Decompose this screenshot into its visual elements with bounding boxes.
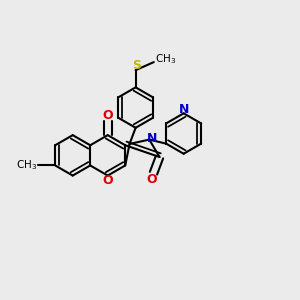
Text: CH$_3$: CH$_3$ — [16, 159, 37, 172]
Text: N: N — [146, 132, 157, 145]
Text: S: S — [132, 59, 141, 72]
Text: O: O — [102, 109, 113, 122]
Text: O: O — [147, 172, 157, 186]
Text: O: O — [102, 173, 113, 187]
Text: N: N — [178, 103, 189, 116]
Text: CH$_3$: CH$_3$ — [155, 52, 176, 66]
